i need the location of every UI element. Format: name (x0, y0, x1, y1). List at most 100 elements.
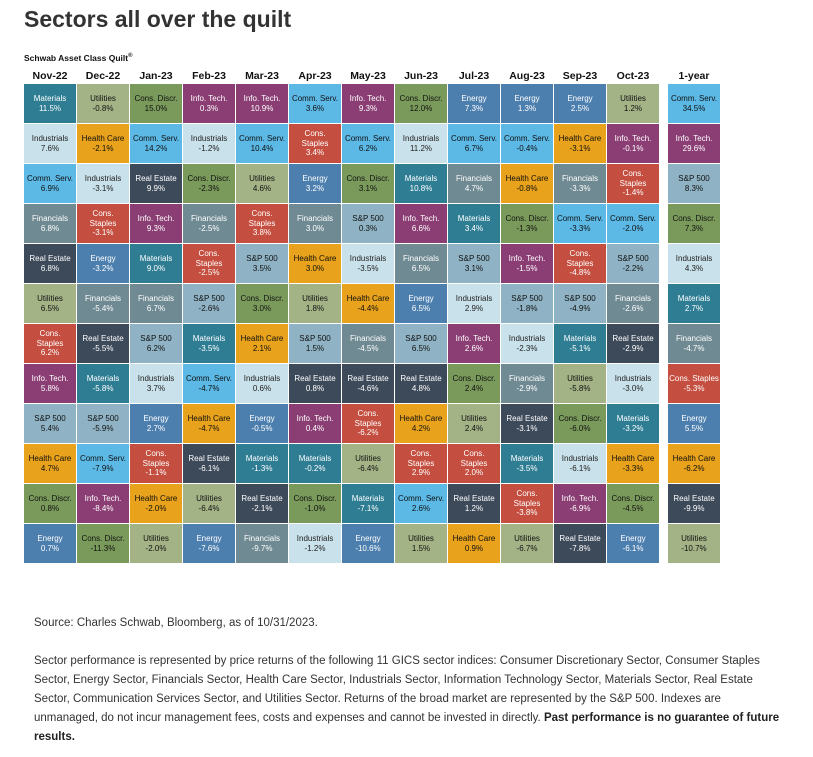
return-value: 3.0% (305, 263, 325, 273)
return-value: -5.4% (92, 303, 114, 313)
sector-label: Cons. (410, 449, 432, 459)
sector-label: Materials (616, 414, 650, 423)
quilt-cell: Financials -9.7% (236, 524, 288, 563)
return-value: -4.5% (622, 503, 644, 513)
return-value: -6.2% (357, 428, 379, 438)
sector-label: Financials (296, 214, 333, 223)
return-value: -1.1% (145, 468, 167, 478)
return-value: 6.2% (146, 343, 166, 353)
return-value: -10.7% (681, 543, 707, 553)
quilt-cell: S&P 500 8.3% (668, 164, 720, 203)
quilt-cell: Utilities -10.7% (668, 524, 720, 563)
quilt-cell: Info. Tech. 9.3% (342, 84, 394, 123)
return-value: -5.5% (92, 343, 114, 353)
return-value: 6.8% (40, 263, 60, 273)
return-value: 6.5% (411, 343, 431, 353)
sector-label: S&P 500 (246, 254, 278, 263)
return-value: -5.3% (683, 383, 705, 393)
sector-label: Financials (675, 334, 712, 343)
quilt-cell: Cons. Staples -3.1% (77, 204, 129, 243)
sector-label: Real Estate (82, 334, 124, 343)
sector-label: Financials (31, 214, 68, 223)
return-value: 2.4% (464, 383, 484, 393)
sector-label: Materials (677, 294, 711, 303)
sector-label: Staples (89, 218, 117, 228)
return-value: 10.8% (409, 183, 433, 193)
quilt-cell: Energy -0.5% (236, 404, 288, 443)
sector-label: Real Estate (188, 454, 230, 463)
quilt-cell: Industrials 2.9% (448, 284, 500, 323)
return-value: 6.5% (411, 303, 431, 313)
return-value: 6.2% (40, 348, 60, 358)
sector-label: Comm. Serv. (450, 134, 498, 143)
sector-label: Materials (298, 454, 332, 463)
quilt-cell: Cons. Discr. -6.0% (554, 404, 606, 443)
sector-label: S&P 500 (34, 414, 66, 423)
return-value: 0.3% (358, 223, 378, 233)
return-value: -4.7% (198, 423, 220, 433)
sector-label: Health Care (672, 454, 716, 463)
sector-label: Info. Tech. (84, 494, 122, 503)
sector-label: Cons. (304, 129, 326, 139)
sector-label: Info. Tech. (243, 94, 281, 103)
sector-label: Staples (301, 138, 329, 148)
sector-label: Energy (355, 534, 381, 543)
return-value: 2.9% (411, 468, 431, 478)
return-value: -6.1% (622, 543, 644, 553)
quilt-cell: Materials -5.8% (77, 364, 129, 403)
sector-label: S&P 500 (458, 254, 490, 263)
return-value: 1.5% (305, 343, 325, 353)
return-value: 5.5% (684, 423, 704, 433)
quilt-cell: Materials -1.3% (236, 444, 288, 483)
sector-label: Health Care (452, 534, 496, 543)
quilt-cell: Real Estate 1.2% (448, 484, 500, 523)
sector-label: Industrials (190, 134, 228, 143)
sector-label: Real Estate (400, 374, 442, 383)
quilt-cell: Utilities -5.8% (554, 364, 606, 403)
quilt-cell: Health Care -3.3% (607, 444, 659, 483)
return-value: 7.3% (684, 223, 704, 233)
quilt-cell: Industrials -1.2% (289, 524, 341, 563)
sector-label: Financials (508, 374, 545, 383)
sector-label: Health Care (134, 494, 178, 503)
quilt-cell: Real Estate 4.8% (395, 364, 447, 403)
quilt-cell: Financials 3.0% (289, 204, 341, 243)
sector-label: Financials (84, 294, 121, 303)
sector-label: Financials (402, 254, 439, 263)
column-header-dec-22: Dec-22 (85, 70, 121, 82)
sector-label: Industrials (84, 174, 122, 183)
subtitle-text: Schwab Asset Class Quilt (24, 53, 129, 63)
sector-label: Materials (404, 174, 438, 183)
page-title: Sectors all over the quilt (24, 6, 292, 32)
return-value: 4.6% (252, 183, 272, 193)
quilt-cell: Health Care 4.2% (395, 404, 447, 443)
sector-label: Energy (681, 414, 707, 423)
quilt-cell: Energy 0.7% (24, 524, 76, 563)
return-value: -3.2% (92, 263, 114, 273)
return-value: -4.5% (357, 343, 379, 353)
return-value: -5.8% (569, 383, 591, 393)
quilt-cell: Utilities 4.6% (236, 164, 288, 203)
quilt-cell: S&P 500 3.1% (448, 244, 500, 283)
return-value: -2.3% (516, 343, 538, 353)
quilt-cell: Industrials -2.3% (501, 324, 553, 363)
return-value: -4.7% (683, 343, 705, 353)
return-value: -0.8% (92, 103, 114, 113)
quilt-cell: Utilities -0.8% (77, 84, 129, 123)
sector-label: Industrials (402, 134, 440, 143)
quilt-cell: Utilities 1.5% (395, 524, 447, 563)
column-header-jul-23: Jul-23 (458, 70, 490, 82)
quilt-cell: Financials 6.8% (24, 204, 76, 243)
return-value: -3.2% (622, 423, 644, 433)
sector-label: Utilities (302, 294, 328, 303)
return-value: -3.3% (569, 183, 591, 193)
return-value: -11.3% (90, 543, 116, 553)
return-value: 3.2% (305, 183, 325, 193)
return-value: -9.9% (683, 503, 705, 513)
column-header-may-23: May-23 (350, 70, 386, 82)
return-value: 15.0% (144, 103, 168, 113)
sector-label: Energy (196, 534, 222, 543)
return-value: 6.8% (40, 223, 60, 233)
quilt-cell: Comm. Serv. 3.6% (289, 84, 341, 123)
return-value: 3.4% (305, 148, 325, 158)
